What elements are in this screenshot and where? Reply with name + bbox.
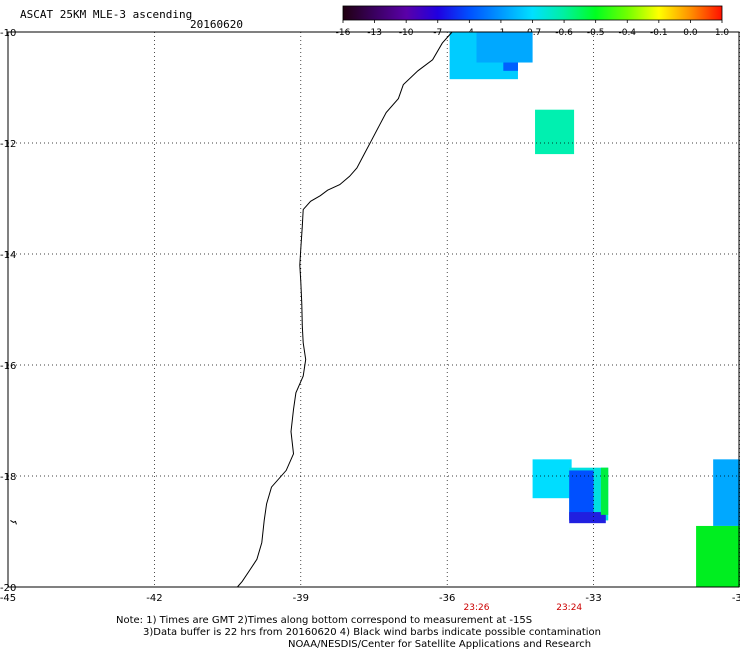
mle-cell: [696, 525, 740, 587]
colorbar-label: 1.0: [715, 28, 730, 38]
mle-cell: [713, 459, 740, 526]
lon-label: -39: [293, 593, 309, 604]
mle-cell: [600, 467, 609, 515]
map-frame: [7, 31, 740, 588]
mle-cell: [535, 109, 575, 155]
lat-label: -16: [0, 361, 16, 372]
map-title: ASCAT 25KM MLE-3 ascending: [20, 8, 193, 21]
note-line-1: Note: 1) Times are GMT 2)Times along bot…: [116, 615, 533, 626]
time-label: 23:26: [464, 603, 490, 613]
colorbar-label: -13: [367, 28, 382, 38]
lat-label: -14: [0, 250, 16, 261]
lat-label: -10: [0, 28, 16, 39]
colorbar-label: -0.1: [650, 28, 668, 38]
lon-label: -45: [0, 593, 16, 604]
lon-label: -33: [585, 593, 601, 604]
colorbar-label: -0.6: [555, 28, 573, 38]
mle-cell: [532, 459, 572, 499]
lat-label: -18: [0, 472, 16, 483]
lat-label: -12: [0, 139, 16, 150]
lat-label: -20: [0, 583, 16, 594]
time-label: 23:24: [556, 603, 582, 613]
lon-label: -36: [439, 593, 455, 604]
note-line-3: NOAA/NESDIS/Center for Satellite Applica…: [288, 639, 592, 650]
colorbar-label: -16: [336, 28, 351, 38]
mle-cell: [476, 32, 533, 63]
lon-label: -42: [146, 593, 162, 604]
colorbar-label: -0.5: [587, 28, 605, 38]
colorbar-label: 0.0: [683, 28, 698, 38]
colorbar-label: -0.4: [618, 28, 636, 38]
colorbar-label: -10: [399, 28, 414, 38]
coastline: [237, 31, 453, 588]
note-line-2: 3)Data buffer is 22 hrs from 20160620 4)…: [143, 627, 601, 638]
colorbar-label: -7: [433, 28, 442, 38]
map-plot: -10 -12 -14 -16 -18 -20-45 -42 -39 -36 -33 -30 23:2…: [0, 28, 740, 613]
mle-cell: [503, 62, 518, 71]
island-outline: [10, 519, 17, 525]
map-date: 20160620: [190, 18, 243, 31]
mle-cell: [569, 512, 606, 524]
lon-label: -30: [732, 593, 740, 604]
